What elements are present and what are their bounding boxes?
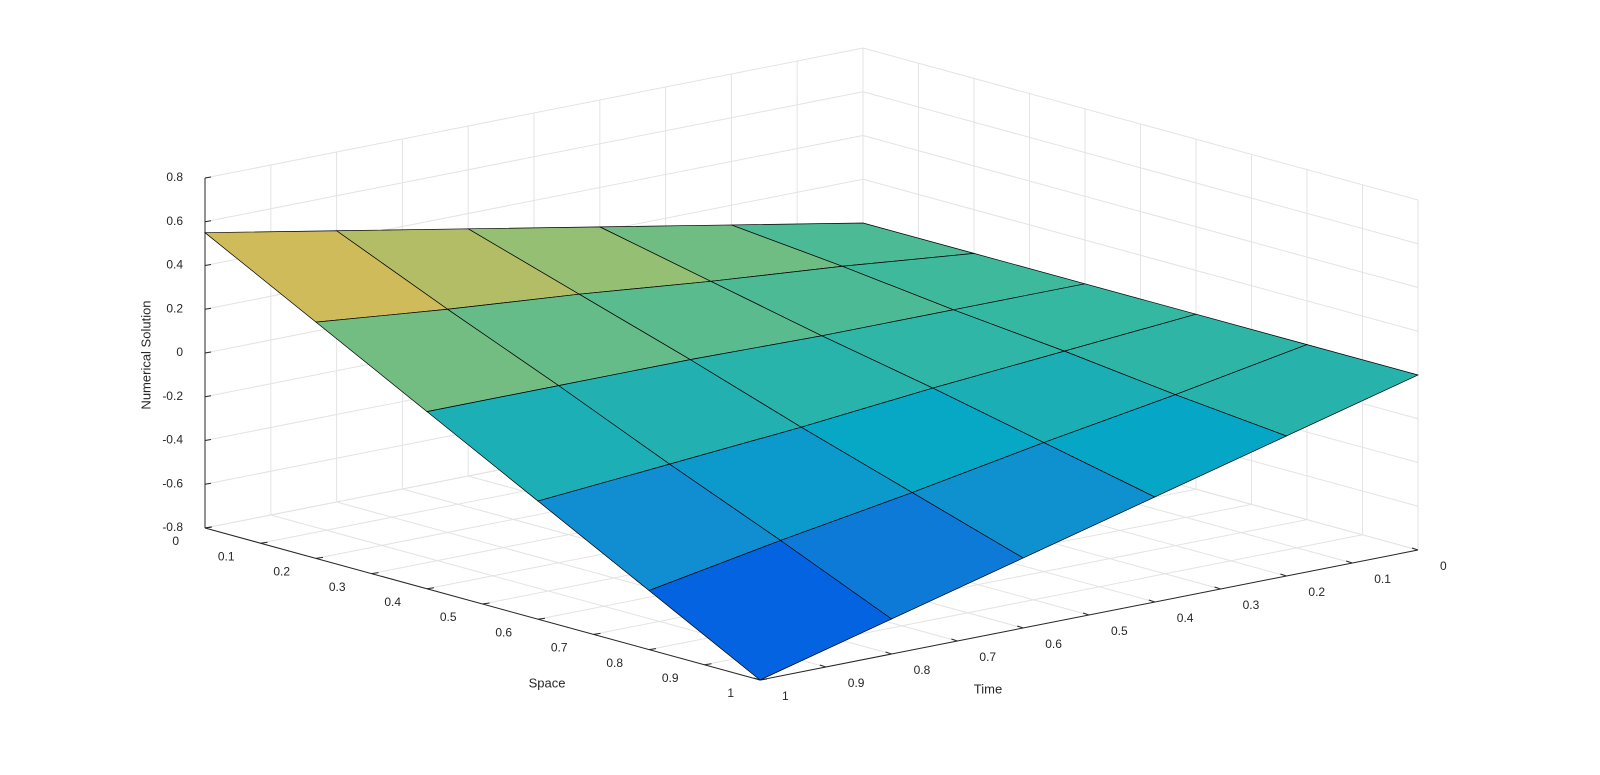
grid-line [204, 47, 864, 179]
y-tick-label: 0.9 [848, 676, 865, 690]
tick-mark [1280, 573, 1287, 577]
tick-mark [951, 638, 958, 642]
x-tick-label: 0.3 [329, 580, 346, 594]
x-tick-label: 0.5 [440, 610, 457, 624]
tick-mark [204, 176, 212, 179]
y-tick-label: 0.6 [1045, 637, 1062, 651]
z-tick-label: 0.4 [166, 258, 183, 272]
y-tick-label: 0.3 [1243, 598, 1260, 612]
z-tick-label: -0.2 [162, 389, 183, 403]
tick-mark [704, 663, 712, 666]
tick-mark [204, 482, 212, 485]
tick-mark [204, 220, 212, 223]
x-axis-label: Space [529, 675, 566, 690]
x-tick-label: 0.7 [551, 641, 568, 655]
tick-mark [204, 439, 212, 441]
tick-mark [204, 264, 212, 266]
y-tick-label: 0.8 [914, 663, 931, 677]
x-tick-label: 1 [727, 686, 734, 700]
z-tick-label: -0.8 [162, 520, 183, 534]
tick-mark [204, 307, 212, 310]
x-tick-label: 0.2 [273, 565, 290, 579]
x-tick-label: 0.4 [384, 595, 401, 609]
x-tick-label: 0.8 [606, 656, 623, 670]
x-tick-label: 0.9 [662, 671, 679, 685]
z-tick-label: 0.8 [166, 170, 183, 184]
tick-mark [204, 526, 213, 529]
tick-mark [260, 541, 268, 544]
x-tick-label: 0.6 [495, 625, 512, 639]
tick-mark [315, 556, 324, 559]
y-tick-label: 0.4 [1177, 611, 1194, 625]
z-tick-label: 0.6 [166, 214, 183, 228]
grid-line [862, 135, 1419, 288]
z-axis-label: Numerical Solution [138, 300, 153, 409]
z-tick-label: 0.2 [166, 301, 183, 315]
surface-face [648, 540, 893, 681]
tick-mark [648, 648, 657, 651]
y-tick-label: 1 [782, 689, 789, 703]
grid-line [862, 47, 1419, 201]
tick-mark [371, 572, 379, 575]
tick-mark [885, 651, 892, 655]
tick-mark [819, 664, 826, 668]
y-tick-label: 0.1 [1374, 572, 1391, 586]
tick-mark [1411, 547, 1419, 551]
tick-mark [1214, 586, 1221, 590]
x-tick-label: 0.1 [218, 549, 235, 563]
tick-mark [1148, 599, 1155, 603]
tick-mark [753, 677, 761, 681]
tick-mark [1346, 560, 1353, 564]
tick-mark [426, 587, 435, 590]
tick-mark [204, 395, 212, 398]
tick-mark [537, 617, 546, 620]
y-tick-label: 0.5 [1111, 624, 1128, 638]
z-tick-label: 0 [176, 345, 183, 359]
tick-mark [204, 351, 212, 354]
z-tick-label: -0.4 [162, 433, 183, 447]
y-axis-label: Time [974, 681, 1002, 696]
z-tick-label: -0.6 [162, 476, 183, 490]
grid-line [862, 91, 1419, 245]
y-tick-label: 0 [1440, 559, 1447, 573]
tick-mark [1017, 625, 1024, 629]
y-tick-label: 0.2 [1308, 585, 1325, 599]
y-tick-label: 0.7 [979, 650, 996, 664]
grid-line [862, 178, 1419, 332]
grid-line [204, 91, 864, 223]
x-tick-label: 0 [172, 534, 179, 548]
tick-mark [1082, 612, 1090, 616]
tick-mark [593, 632, 601, 635]
tick-mark [482, 602, 490, 605]
